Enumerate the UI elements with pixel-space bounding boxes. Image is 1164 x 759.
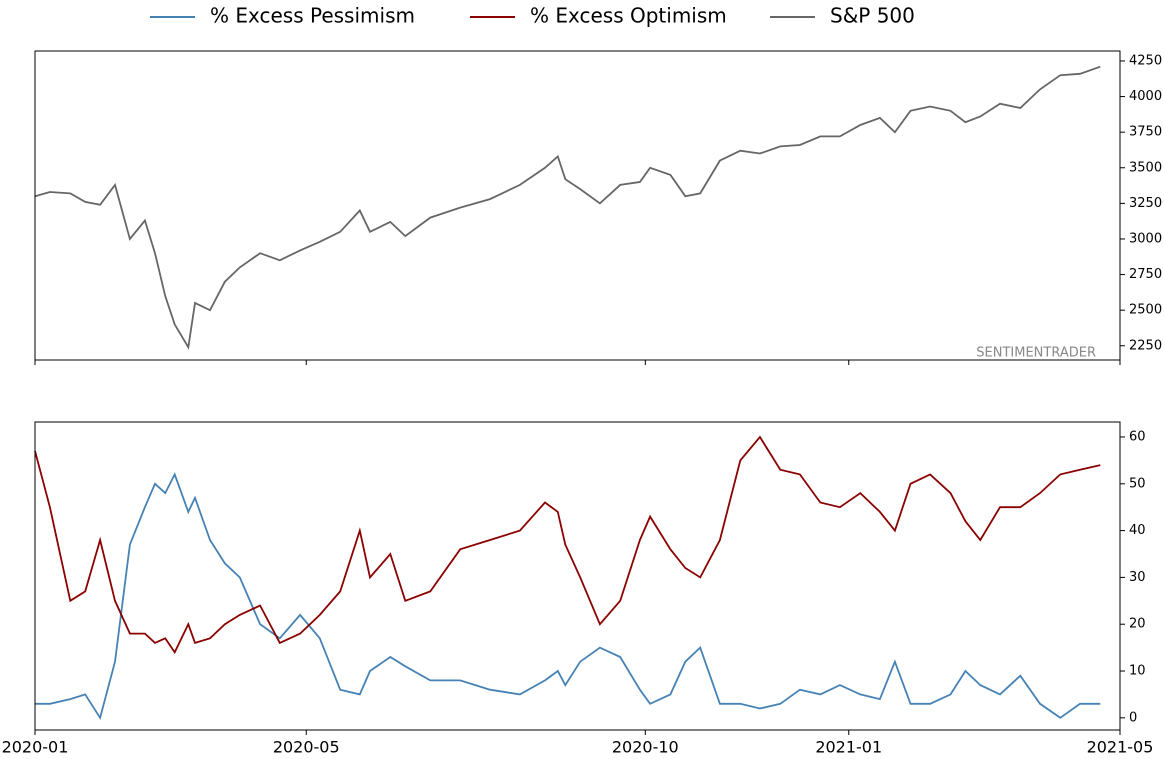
y-tick-label: 0 xyxy=(1129,710,1137,725)
y-tick-label: 40 xyxy=(1129,523,1146,538)
plot-frame xyxy=(34,421,1121,731)
legend-label: S&P 500 xyxy=(830,4,915,28)
watermark: SENTIMENTRADER xyxy=(976,346,1096,361)
y-tick-label: 10 xyxy=(1129,664,1146,679)
y-tick-label: 30 xyxy=(1129,570,1146,585)
x-tick-label: 2021-01 xyxy=(815,738,882,757)
series-line xyxy=(34,435,1101,655)
y-tick-label: 3750 xyxy=(1129,125,1162,140)
y-tick-label: 60 xyxy=(1129,429,1146,444)
series-line xyxy=(35,472,1101,721)
y-tick-label: 4250 xyxy=(1129,53,1162,68)
y-tick-label: 2250 xyxy=(1129,338,1162,353)
x-tick-label: 2020-10 xyxy=(612,738,679,757)
x-tick-label: 2020-01 xyxy=(2,738,69,757)
y-tick-label: 3000 xyxy=(1129,231,1162,246)
y-tick-label: 2750 xyxy=(1129,267,1162,282)
series-line xyxy=(34,65,1101,350)
y-tick-label: 3500 xyxy=(1129,160,1162,175)
legend-label: % Excess Pessimism xyxy=(210,4,415,28)
y-tick-label: 2500 xyxy=(1129,303,1162,318)
x-tick-label: 2021-05 xyxy=(1087,738,1154,757)
y-tick-label: 3250 xyxy=(1129,196,1162,211)
legend-label: % Excess Optimism xyxy=(530,4,727,28)
y-tick-label: 20 xyxy=(1129,617,1146,632)
plot-frame xyxy=(34,50,1121,361)
y-tick-label: 50 xyxy=(1129,476,1146,491)
x-tick-label: 2020-05 xyxy=(273,738,340,757)
y-tick-label: 4000 xyxy=(1129,89,1162,104)
